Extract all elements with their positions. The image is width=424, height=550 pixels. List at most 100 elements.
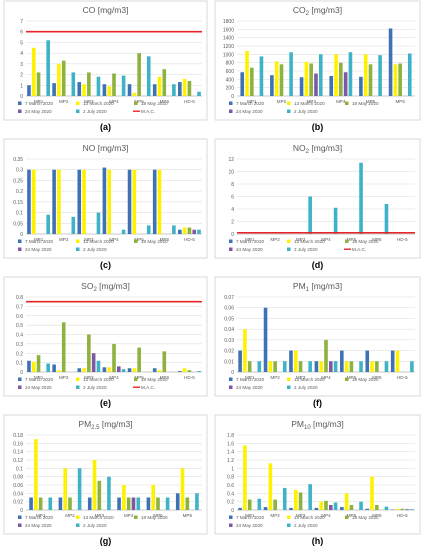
bar <box>132 368 137 372</box>
bar <box>263 507 268 510</box>
legend-swatch <box>287 101 291 105</box>
bar <box>63 468 67 510</box>
legend-swatch <box>76 101 80 105</box>
bar <box>314 73 318 96</box>
bar <box>247 499 252 510</box>
x-tick-label: MP1 <box>247 99 257 104</box>
x-tick-label: HD-5 <box>184 237 195 242</box>
bar <box>197 91 201 96</box>
bar <box>245 51 249 96</box>
bar <box>299 77 304 96</box>
y-tick-label: 0.18 <box>13 433 23 439</box>
legend-label: 18 May 2020 <box>352 377 379 382</box>
legend-label: 2 July 2020 <box>83 247 107 252</box>
legend-swatch <box>229 239 233 243</box>
chart-title: PM10 [mg/m3] <box>291 419 344 431</box>
legend-label: 13 March 2020 <box>294 515 325 520</box>
chart-panel-b: CO2 [mg/m3] 0 200 400 600 800 1000 1200 1400 1600… <box>214 0 421 132</box>
y-tick-label: 0.6 <box>16 314 23 320</box>
y-tick-label: 3 <box>20 62 23 68</box>
legend-swatch <box>18 523 22 527</box>
bar <box>405 509 409 510</box>
panel-label: (b) <box>312 122 324 132</box>
legend-label: 18 May 2020 <box>141 377 168 382</box>
bar <box>31 169 36 234</box>
y-tick-label: 0.1 <box>16 466 23 472</box>
bar <box>240 72 245 96</box>
bar <box>165 497 170 510</box>
bar <box>238 507 242 510</box>
legend-label: 13 March 2020 <box>294 239 325 244</box>
x-tick-label: MP4 <box>109 99 119 104</box>
bar <box>370 476 374 510</box>
y-tick-label: 12 <box>228 157 234 163</box>
x-tick-label: HD-5 <box>184 99 195 104</box>
panel-label: (d) <box>312 260 324 270</box>
bar <box>57 63 61 96</box>
bar <box>268 463 273 510</box>
bar <box>102 167 107 234</box>
y-tick-label: 0.4 <box>16 333 23 339</box>
bar <box>121 369 126 372</box>
x-tick-label: MP6 <box>372 513 382 518</box>
y-tick-label: 0 <box>20 232 23 238</box>
legend-swatch <box>76 109 80 113</box>
bar <box>390 350 395 372</box>
chart-panel-e: SO2 [mg/m3] 0 0.1 0.2 0.3 0.4 0.5 0.6 0.7 0.8 MP1 M… <box>3 276 208 408</box>
x-tick-label: MP2 <box>59 99 69 104</box>
y-tick-label: 1.8 <box>227 433 234 439</box>
bar <box>368 64 373 96</box>
legend-label: 24 May 2020 <box>236 247 263 252</box>
bar <box>172 84 176 96</box>
y-tick-label: 0.1 <box>16 211 23 217</box>
bar <box>77 368 82 372</box>
bar <box>31 47 36 96</box>
y-tick-label: 6 <box>231 195 234 201</box>
y-tick-label: 0.16 <box>13 441 23 447</box>
x-tick-label: MP1 <box>245 237 255 242</box>
legend-label: 7 March 2020 <box>25 377 54 382</box>
bar <box>282 361 287 372</box>
legend-label: 24 May 2020 <box>236 523 263 528</box>
bar <box>293 490 298 510</box>
bar <box>152 84 157 96</box>
legend-label: 2 July 2020 <box>294 247 318 252</box>
x-tick-label: MP6 <box>183 513 193 518</box>
bar <box>87 497 92 510</box>
x-tick-label: MP4 <box>109 375 119 380</box>
y-tick-label: 0.02 <box>224 349 234 355</box>
y-tick-label: 1800 <box>223 19 234 25</box>
bar <box>52 169 56 234</box>
bar <box>375 505 379 510</box>
bar <box>329 505 333 510</box>
y-tick-label: 1200 <box>223 44 234 50</box>
bar <box>192 229 197 234</box>
bar <box>308 484 312 510</box>
legend-swatch <box>134 101 138 105</box>
y-tick-label: 2 <box>20 73 23 79</box>
y-tick-label: 0 <box>231 370 234 376</box>
bar <box>52 364 56 372</box>
legend-swatch <box>287 377 291 381</box>
legend-swatch <box>18 247 22 251</box>
legend-swatch <box>18 385 22 389</box>
legend-swatch <box>76 239 80 243</box>
bar <box>187 81 192 96</box>
bar <box>324 500 328 510</box>
bar <box>395 508 400 510</box>
chart-panel-a: CO [mg/m3] 0 1 2 3 4 5 6 7 MP1 MP2 MP3 MP4 MP5 MP6 HD-5… <box>3 0 208 132</box>
x-tick-label: MP4 <box>124 513 134 518</box>
x-tick-label: MP2 <box>59 237 69 242</box>
legend-swatch <box>287 515 291 519</box>
bar <box>82 84 86 96</box>
bar <box>400 508 405 510</box>
x-tick-label: MP6 <box>160 99 170 104</box>
bar <box>137 347 141 373</box>
y-tick-label: 0.2 <box>16 351 23 357</box>
y-tick-label: 2 <box>231 220 234 226</box>
y-tick-label: 1.4 <box>227 450 234 456</box>
bar <box>46 214 50 234</box>
y-tick-label: 0.04 <box>13 491 23 497</box>
y-tick-label: 0.07 <box>224 295 234 301</box>
x-tick-label: MP1 <box>245 513 255 518</box>
